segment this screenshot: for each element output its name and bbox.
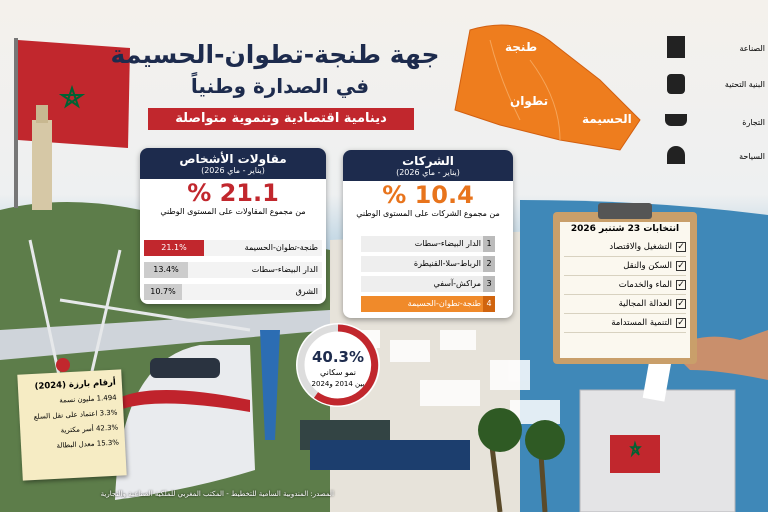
checklist-title: انتخابات 23 شتنبر 2026 <box>570 224 680 234</box>
row-label: طنجة-تطوان-الحسيمة <box>244 243 318 252</box>
row-label: الشرق <box>295 287 318 296</box>
icon <box>667 74 685 94</box>
note-item: 3.3% اعتماد على نقل السلع <box>33 408 118 421</box>
row-label: طنجة-تطوان-الحسيمة <box>407 299 481 308</box>
subtitle: في الصدارة وطنياً <box>190 74 370 98</box>
note-item: 15.3% معدل البطالة <box>56 438 120 450</box>
checklist-item: ✓ السكن والنقل <box>564 257 686 276</box>
banner: دينامية اقتصادية وتنموية متواصلة <box>148 108 414 130</box>
row-value: 13.4% <box>144 262 188 278</box>
row: الدار البيضاء-سطات 1 <box>361 236 495 252</box>
row: الدار البيضاء-سطات 13.4% <box>144 262 322 278</box>
rank: 2 <box>483 256 495 272</box>
row: مراكش-آسفي 3 <box>361 276 495 292</box>
map-label: الحسيمة <box>582 112 632 126</box>
card-title: الشركات <box>402 154 454 168</box>
checklist-item: ✓ التنمية المستدامة <box>564 314 686 333</box>
row-label: الدار البيضاء-سطات <box>251 265 318 274</box>
caption: من مجموع المقاولات على المستوى الوطني <box>160 207 306 216</box>
icon <box>667 146 685 164</box>
row-value: 21.1% <box>144 240 204 256</box>
growth-period: بين 2014 و2024 <box>311 380 365 388</box>
item-text: التنمية المستدامة <box>611 317 672 328</box>
sector: الصناعة <box>739 44 765 53</box>
row-value: 10.7% <box>144 284 182 300</box>
caption: من مجموع الشركات على المستوى الوطني <box>356 209 500 218</box>
source: المصدر: المندوبية السامية للتخطيط - المك… <box>100 490 334 498</box>
election-checklist: انتخابات 23 شتنبر 2026 ✓ التشغيل والاقتصا… <box>564 224 686 333</box>
icon <box>667 36 685 58</box>
row: طنجة-تطوان-الحسيمة 4 <box>361 296 495 312</box>
rank: 4 <box>483 296 495 312</box>
row: الرباط-سلا-القنيطرة 2 <box>361 256 495 272</box>
highlights-note: أرقام بارزة (2024) 1.494 مليون نسمة 3.3%… <box>17 369 127 481</box>
map-label: طنجة <box>505 40 538 54</box>
item-text: السكن والنقل <box>623 260 672 271</box>
row-label: الدار البيضاء-سطات <box>414 239 481 248</box>
persons-card: مقاولات الأشخاص (يناير - ماي 2026) 21.1 … <box>140 148 326 304</box>
checklist-item: ✓ العدالة المجالية <box>564 295 686 314</box>
sector: السياحة <box>739 152 765 161</box>
sector: البنية التحتية <box>724 80 765 89</box>
headline: 10.4 % <box>382 181 474 209</box>
row: طنجة-تطوان-الحسيمة 21.1% <box>144 240 322 256</box>
note-item: 42.3% أسر مكترية <box>60 423 119 435</box>
item-text: العدالة المجالية <box>618 298 672 309</box>
map-label: تطوان <box>510 94 549 108</box>
growth-value: 40.3% <box>311 348 365 366</box>
card-period: (يناير - ماي 2026) <box>201 166 265 175</box>
item-text: التشغيل والاقتصاد <box>609 241 672 252</box>
rank: 3 <box>483 276 495 292</box>
card-period: (يناير - ماي 2026) <box>396 168 460 177</box>
row: الشرق 10.7% <box>144 284 322 300</box>
item-text: الماء والخدمات <box>618 279 672 290</box>
pin <box>56 358 70 372</box>
companies-card: الشركات (يناير - ماي 2026) 10.4 % من مجم… <box>343 150 513 318</box>
icon <box>665 114 687 126</box>
headline: 21.1 % <box>187 179 279 207</box>
growth-label: نمو سكاني <box>320 368 356 377</box>
checklist-item: ✓ التشغيل والاقتصاد <box>564 238 686 257</box>
card-title: مقاولات الأشخاص <box>179 152 287 166</box>
rank: 1 <box>483 236 495 252</box>
note-title: أرقام بارزة (2024) <box>34 377 117 392</box>
note-item: 1.494 مليون نسمة <box>59 393 117 405</box>
sector-list: الصناعة البنية التحتية التجارة السياحة <box>655 30 765 170</box>
row-label: الرباط-سلا-القنيطرة <box>413 259 481 268</box>
row-label: مراكش-آسفي <box>433 279 481 288</box>
checklist-item: ✓ الماء والخدمات <box>564 276 686 295</box>
sector: التجارة <box>742 118 765 127</box>
title: جهة طنجة-تطوان-الحسيمة <box>110 40 440 69</box>
